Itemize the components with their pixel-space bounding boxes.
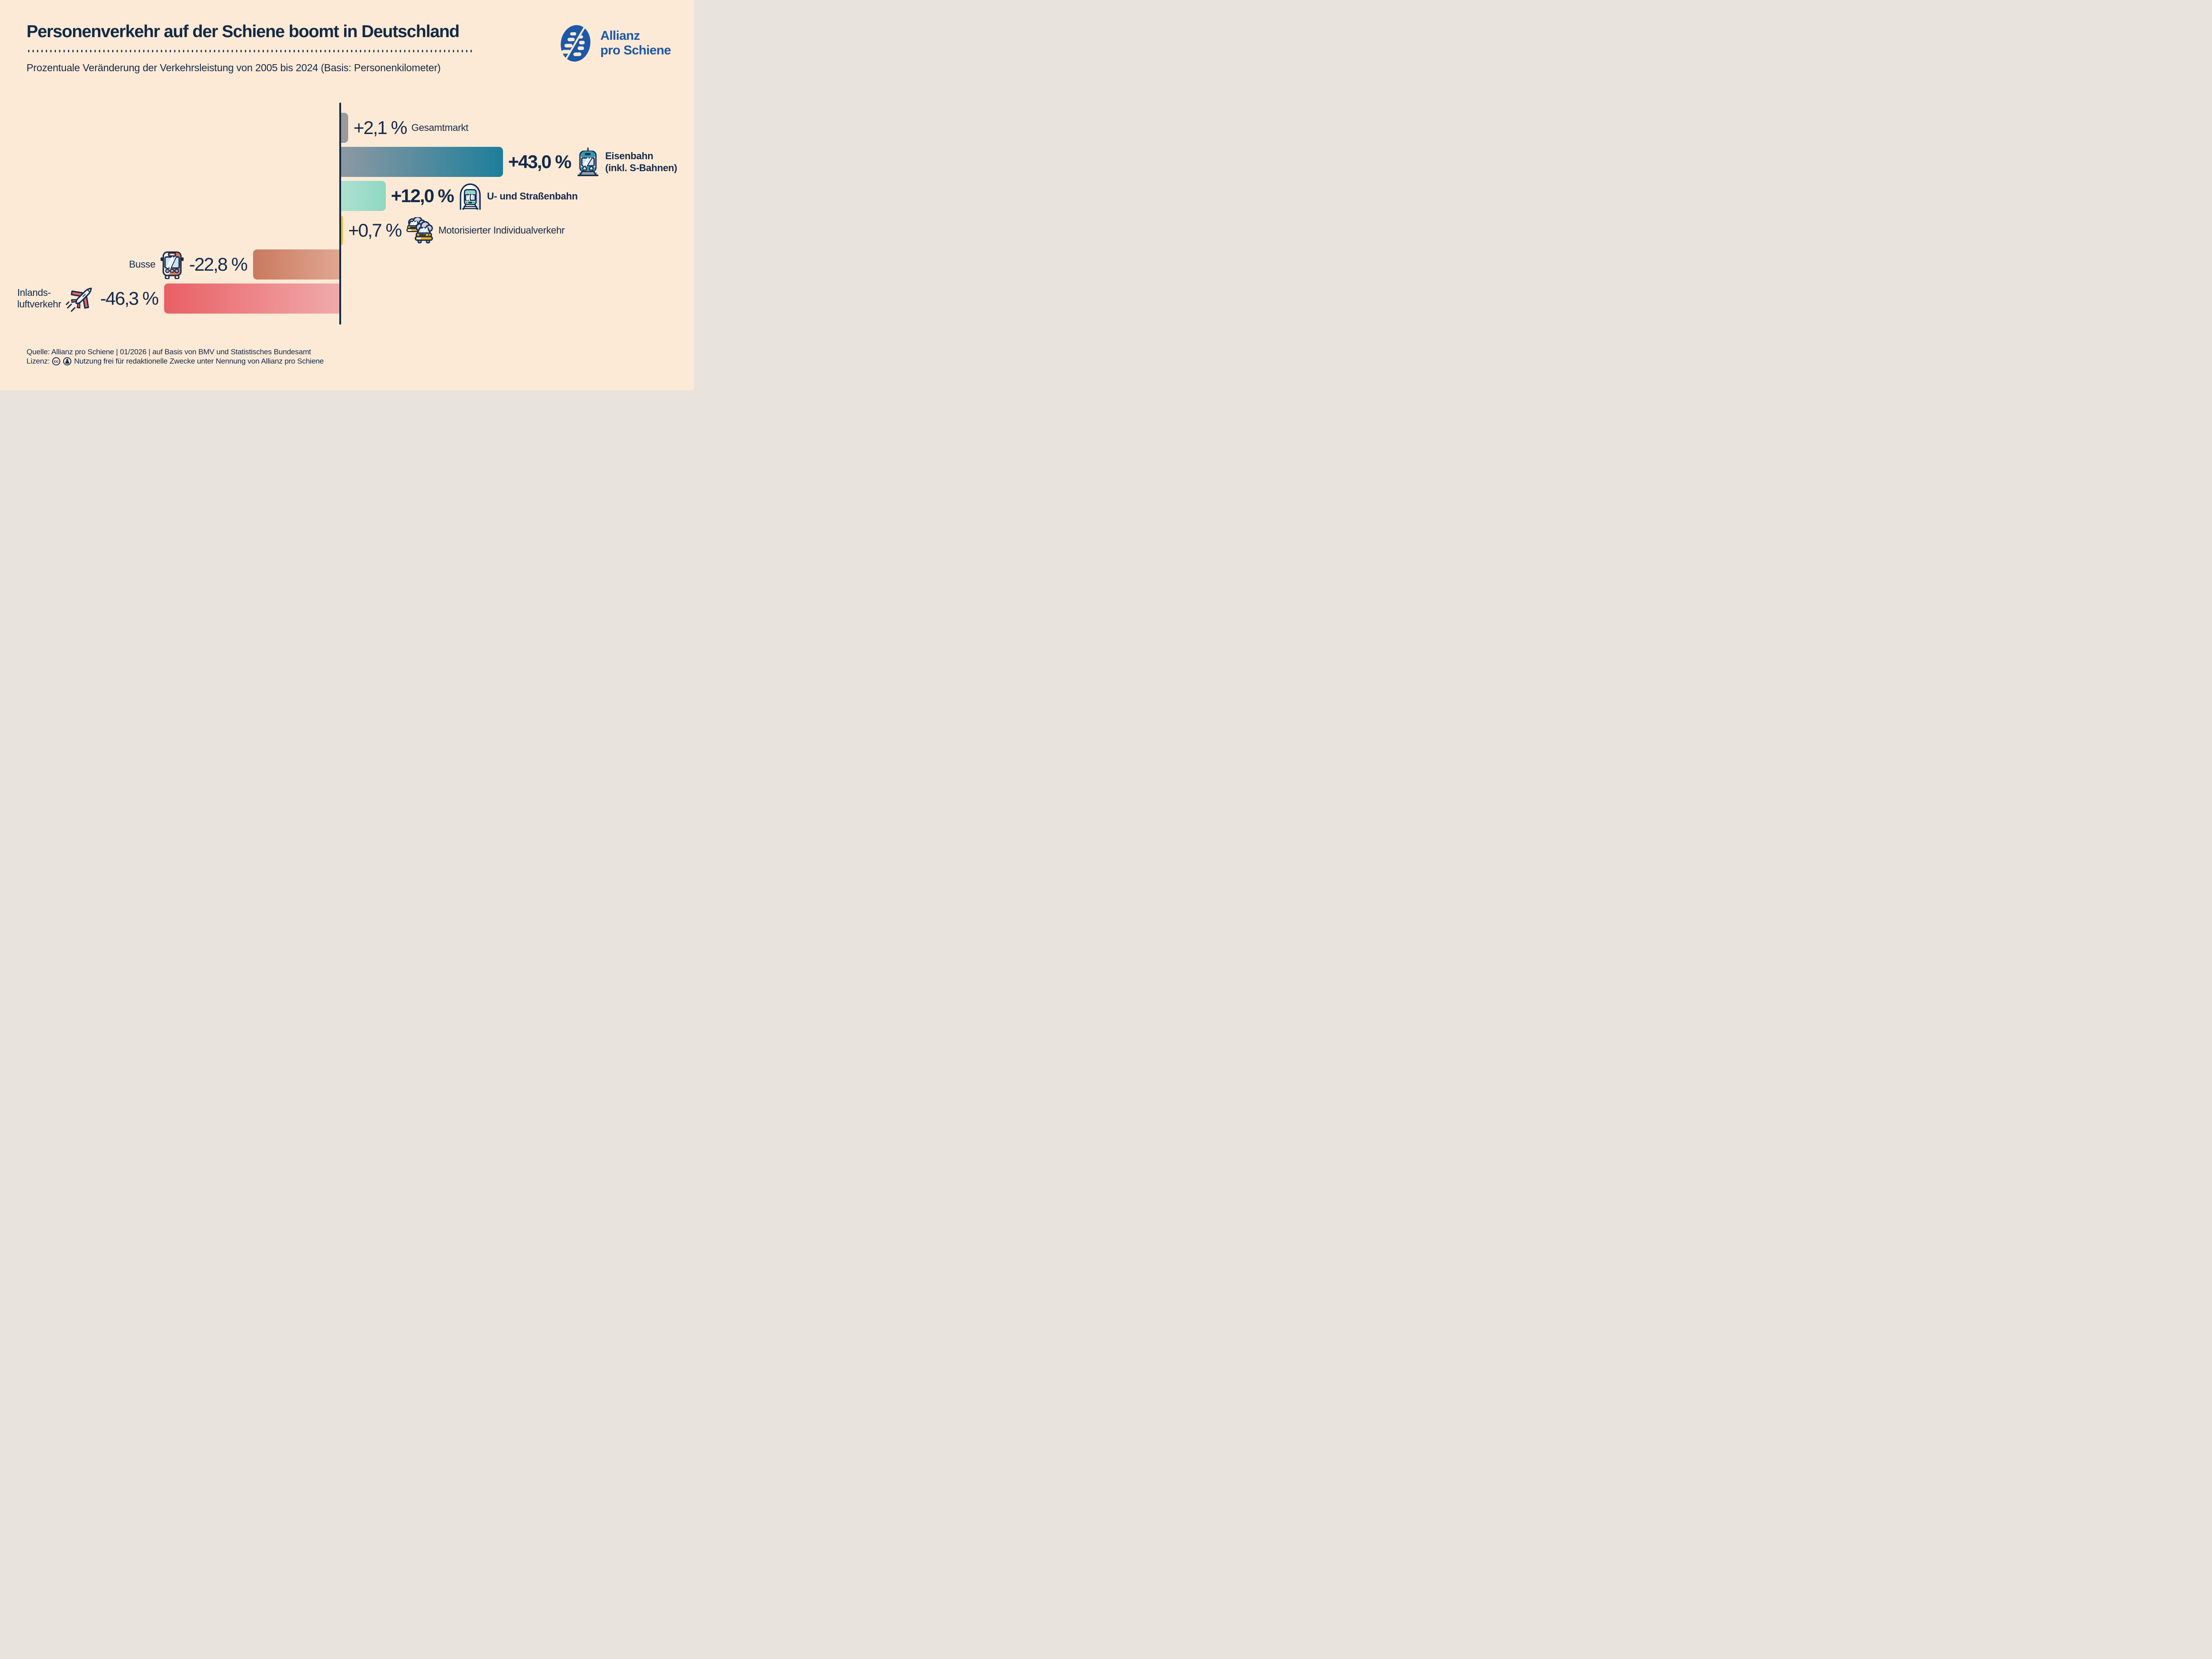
bar-chart: +2,1 % Gesamtmarkt +43,0 % Eisenbahn (inkl: [0, 0, 694, 390]
page-title: Personenverkehr auf der Schiene boomt in…: [27, 22, 460, 41]
cars-icon: [406, 217, 434, 244]
category-label-miv: Motorisierter Individualverkehr: [438, 225, 565, 236]
svg-text:cc: cc: [54, 359, 58, 364]
bar-busse: [253, 249, 339, 280]
bus-icon: [160, 250, 184, 279]
value-label-busse: -22,8 %: [189, 254, 248, 275]
value-label-u-strassenbahn: +12,0 %: [391, 185, 454, 206]
logo-text-line2: pro Schiene: [600, 43, 671, 57]
category-label-gesamtmarkt: Gesamtmarkt: [411, 122, 469, 133]
value-label-eisenbahn: +43,0 %: [508, 151, 572, 172]
category-label-eisenbahn: Eisenbahn (inkl. S-Bahnen): [605, 150, 677, 173]
category-label-busse: Busse: [129, 259, 156, 270]
bar-row-gesamtmarkt: +2,1 % Gesamtmarkt: [353, 113, 469, 143]
bar-gesamtmarkt: [340, 113, 348, 143]
bar-row-miv: +0,7 %: [348, 215, 565, 245]
title-underline-dots: [27, 50, 474, 53]
logo-text-line1: Allianz: [600, 29, 640, 43]
bar-row-eisenbahn: +43,0 % Eisenbahn (inkl. S-Bahnen): [508, 147, 677, 177]
value-label-miv: +0,7 %: [348, 220, 402, 241]
allianz-pro-schiene-logo: Allianz pro Schiene: [556, 22, 671, 65]
zero-axis-line: [339, 103, 341, 325]
bar-row-u-strassenbahn: +12,0 % U- und Straßenbahn: [391, 181, 578, 211]
plane-icon: [66, 285, 95, 312]
value-label-gesamtmarkt: +2,1 %: [353, 117, 407, 138]
bar-eisenbahn: [340, 147, 503, 177]
category-label-u-strassenbahn: U- und Straßenbahn: [487, 190, 578, 202]
by-icon: [63, 357, 72, 366]
license-text: Nutzung frei für redaktionelle Zwecke un…: [74, 357, 324, 365]
tram-icon: [458, 182, 482, 210]
bar-inlandsluftverkehr: [164, 284, 339, 314]
bar-row-busse: Busse -22,8 %: [129, 249, 248, 280]
license-prefix: Lizenz:: [27, 357, 50, 365]
page-subtitle: Prozentuale Veränderung der Verkehrsleis…: [27, 62, 441, 73]
cc-icon: cc: [52, 357, 61, 366]
bar-miv: [340, 215, 343, 245]
license-line: Lizenz: cc Nutzung frei für redaktionell…: [27, 357, 324, 366]
infographic-canvas: Personenverkehr auf der Schiene boomt in…: [0, 0, 694, 390]
train-icon: [576, 147, 600, 176]
allianz-pro-schiene-logo-icon: [556, 22, 595, 65]
bar-u-strassenbahn: [340, 181, 386, 211]
value-label-inlandsluftverkehr: -46,3 %: [100, 288, 159, 309]
category-label-inlandsluftverkehr: Inlands-luftverkehr: [17, 287, 61, 310]
bar-row-inlandsluftverkehr: Inlands-luftverkehr -46,3 %: [17, 284, 159, 314]
source-line: Quelle: Allianz pro Schiene | 01/2026 | …: [27, 348, 311, 356]
logo-wordmark: Allianz pro Schiene: [600, 29, 671, 58]
